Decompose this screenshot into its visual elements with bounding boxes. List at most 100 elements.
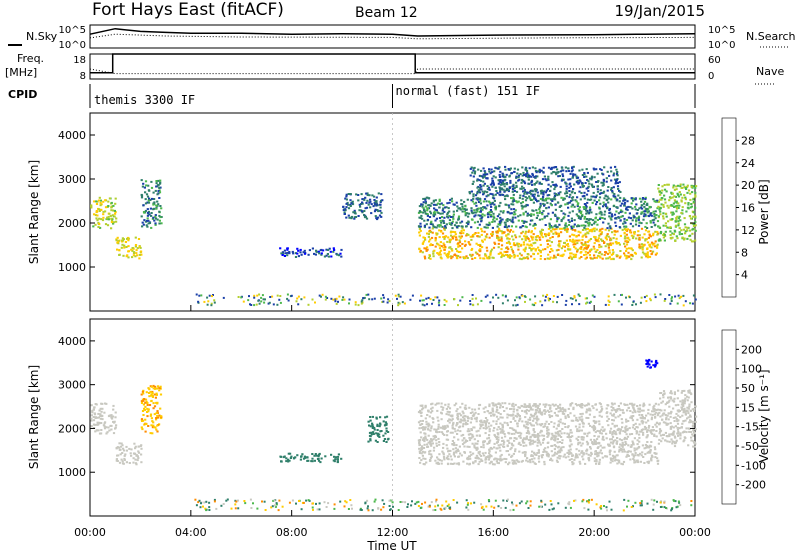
power-mark (558, 242, 561, 245)
power-mark (632, 235, 635, 238)
power-mark (160, 207, 163, 210)
power-mark (683, 223, 687, 226)
power-mark (511, 190, 514, 193)
velocity-mark (144, 401, 147, 404)
power-mark (605, 238, 608, 241)
velocity-mark (630, 433, 634, 435)
power-mark (106, 217, 109, 220)
power-mark (661, 185, 664, 188)
power-mark (680, 200, 683, 203)
power-mark (555, 171, 558, 174)
velocity-mark (625, 437, 628, 440)
power-mark (99, 199, 102, 202)
power-mark (607, 197, 610, 200)
power-mark (510, 203, 513, 206)
power-mark (616, 181, 619, 184)
power-mark (519, 214, 522, 217)
power-mark (102, 216, 105, 219)
velocity-mark (155, 417, 158, 419)
velocity-mark (132, 457, 135, 460)
power-mark (144, 220, 147, 223)
power-mark (524, 210, 527, 213)
power-mark (460, 199, 463, 202)
power-mark (511, 220, 514, 223)
velocity-mark (524, 420, 527, 423)
velocity-mark (525, 444, 528, 447)
velocity-mark (625, 442, 628, 445)
velocity-mark (618, 461, 621, 464)
power-mark (675, 207, 679, 210)
power-mark (504, 198, 507, 201)
velocity-mark (150, 385, 153, 388)
velocity-mark (421, 404, 424, 407)
velocity-mark (461, 410, 464, 413)
velocity-mark (470, 437, 473, 440)
velocity-mark (530, 455, 533, 457)
power-mark (350, 202, 353, 205)
velocity-mark (368, 434, 372, 437)
power-mark (456, 226, 459, 229)
power-mark (489, 250, 493, 253)
power-mark (453, 254, 456, 256)
velocity-mark (453, 427, 456, 430)
velocity-mark (516, 415, 519, 418)
velocity-mark (488, 450, 491, 453)
power-mark (530, 193, 533, 196)
power-mark (507, 233, 510, 236)
power-ground-mark (324, 295, 327, 298)
velocity-mark (438, 453, 441, 456)
power-mark (440, 230, 443, 233)
velocity-mark (445, 413, 448, 416)
velocity-mark (599, 449, 602, 452)
power-mark (506, 220, 509, 223)
velocity-mark (150, 399, 153, 402)
power-mark (134, 255, 137, 258)
power-mark (602, 183, 605, 186)
power-mark (374, 208, 377, 211)
power-mark (377, 192, 380, 195)
velocity-mark (641, 417, 644, 420)
velocity-mark (484, 458, 487, 461)
velocity-mark (567, 433, 571, 436)
power-mark (154, 215, 157, 218)
velocity-mark (488, 412, 491, 415)
power-mark (144, 202, 148, 205)
velocity-mark (333, 455, 336, 458)
velocity-mark (422, 428, 425, 431)
velocity-mark (469, 421, 472, 424)
power-mark (513, 211, 516, 214)
power-mark (490, 168, 493, 171)
velocity-mark (466, 456, 469, 459)
power-mark (513, 171, 516, 173)
power-mark (115, 220, 118, 223)
power-mark (604, 237, 608, 240)
velocity-mark (497, 436, 500, 439)
power-mark (633, 232, 636, 235)
velocity-mark (108, 429, 111, 432)
velocity-mark (117, 454, 120, 457)
power-mark (514, 213, 517, 216)
velocity-mark (466, 419, 469, 422)
power-mark (507, 189, 510, 192)
power-mark (104, 210, 107, 213)
velocity-mark (453, 436, 456, 439)
power-ground-mark (367, 293, 370, 296)
velocity-mark (376, 429, 379, 431)
power-mark (614, 241, 617, 244)
power-mark (488, 200, 491, 203)
velocity-mark (503, 433, 506, 435)
power-mark (445, 206, 448, 209)
power-mark (586, 198, 589, 201)
power-mark (575, 235, 578, 237)
power-mark (586, 179, 589, 181)
power-mark (528, 175, 531, 178)
power-mark (583, 247, 586, 250)
power-mark (421, 203, 424, 206)
velocity-mark (112, 432, 116, 435)
power-mark (441, 232, 445, 235)
power-mark (598, 212, 601, 215)
power-mark (490, 205, 493, 208)
velocity-mark (461, 443, 465, 446)
velocity-mark (502, 443, 505, 446)
